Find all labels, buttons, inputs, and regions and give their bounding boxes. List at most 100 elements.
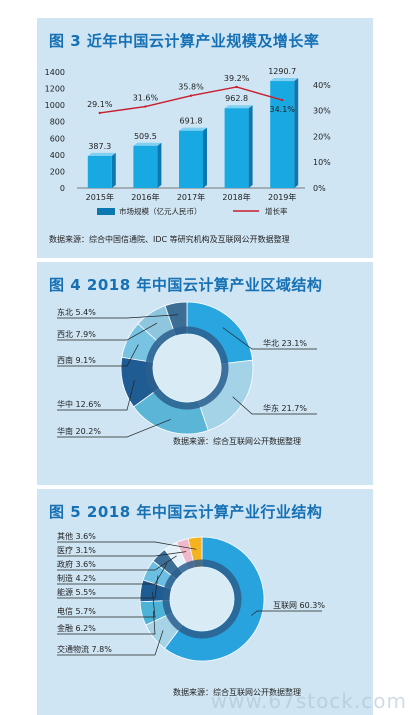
growth-rate-point [144, 105, 147, 108]
bar-top [87, 152, 116, 156]
bar [87, 155, 112, 188]
slice-label: 西南 9.1% [57, 355, 96, 365]
figure3-chart: 0 200 400 600 800 1000 1200 1400 0% 10% 20% 30% 40% 3… [45, 67, 332, 216]
growth-rate-point [235, 85, 238, 89]
bar-side [203, 127, 207, 188]
y2-tick-label: 40% [313, 81, 331, 90]
growth-rate-point [189, 94, 193, 97]
slice-label: 华南 20.2% [57, 426, 101, 436]
donut-inner-ring [162, 559, 242, 639]
leader-line [57, 610, 156, 635]
slice-label: 其他 3.6% [57, 531, 96, 541]
y-tick-label: 1200 [45, 85, 65, 94]
y2-tick-label: 0% [313, 184, 326, 193]
bar [224, 108, 249, 188]
y2-tick-label: 30% [313, 107, 331, 116]
figure5-title: 图 5 2018 年中国云计算产业行业结构 [49, 503, 323, 521]
leader-line [57, 592, 156, 618]
leader-line [57, 419, 171, 438]
x-tick-label: 2017年 [177, 192, 205, 202]
bar-side [111, 152, 116, 188]
legend-bar-swatch [97, 208, 115, 215]
y-tick-label: 1000 [45, 101, 65, 110]
line-data-label: 31.6% [133, 94, 159, 103]
x-tick-label: 2019年 [268, 192, 296, 202]
bar-side [248, 105, 253, 188]
growth-rate-point [98, 111, 101, 115]
legend-bar-label: 市场规模（亿元人民币） [119, 206, 202, 216]
y-tick-label: 800 [50, 118, 65, 127]
bar-side [294, 78, 299, 188]
y-tick-label: 200 [50, 167, 65, 176]
bar [270, 81, 295, 188]
slice-label: 华北 23.1% [263, 338, 307, 348]
slice-label: 交通物流 7.8% [57, 644, 112, 654]
figure3-title: 图 3 近年中国云计算产业规模及增长率 [49, 32, 320, 50]
y2-tick-label: 10% [313, 158, 331, 167]
figure5-chart: 互联网 60.3% 其他 3.6% 医疗 3.1% 政府 3.6% 制造 4.2% 能源 … [57, 531, 325, 662]
leader-line [57, 344, 139, 367]
leader-line [57, 575, 159, 599]
figure3-source: 数据来源：综合中国信通院、IDC 等研究机构及互联网公开数据整理 [49, 235, 290, 244]
figure4-title: 图 4 2018 年中国云计算产业区域结构 [49, 276, 323, 294]
slice-label: 能源 5.5% [57, 587, 96, 597]
leader-line [57, 555, 177, 571]
y2-tick-label: 20% [313, 132, 331, 141]
slice-label: 西北 7.9% [57, 330, 96, 339]
slice-label: 金融 6.2% [57, 623, 96, 633]
bar-side [157, 142, 162, 188]
slice-label: 华中 12.6% [57, 399, 101, 409]
line-data-label: 29.1% [87, 100, 113, 109]
slice-label: 互联网 60.3% [273, 601, 325, 610]
donut-inner-ring [145, 326, 229, 410]
slice-label: 华东 21.7% [263, 403, 307, 413]
bar-data-label: 962.8 [225, 94, 248, 103]
figure4-chart: 华北 23.1% 华东 21.7% 东北 5.4% 西北 7.9% 西南 9.1% 华中 … [57, 301, 317, 438]
bar-data-label: 509.5 [134, 132, 157, 141]
leader-line [57, 541, 197, 550]
watermark: www.67stock.com [210, 689, 407, 713]
y-tick-label: 600 [50, 134, 65, 143]
figure5-source: 数据来源：综合互联网公开数据整理 [173, 688, 301, 697]
leader-line [57, 551, 187, 557]
separator [37, 260, 373, 262]
leader-line [57, 563, 168, 585]
figure5-panel: 图 5 2018 年中国云计算产业行业结构 互联网 60.3% 其他 3.6% 医疗… [37, 489, 373, 715]
donut-hole [170, 567, 234, 631]
legend-line-label: 增长率 [265, 206, 288, 216]
x-tick-label: 2015年 [86, 192, 114, 202]
slice-label: 东北 5.4% [57, 307, 96, 317]
slice-label: 制造 4.2% [57, 573, 96, 583]
y-tick-label: 0 [60, 184, 65, 193]
bar-top [133, 142, 162, 146]
y-tick-label: 400 [50, 151, 65, 160]
slice-label: 电信 5.7% [57, 606, 96, 616]
slice-label: 医疗 3.1% [57, 545, 96, 555]
bar-data-label: 1290.7 [268, 67, 296, 76]
leader-line [222, 327, 317, 350]
line-data-label: 39.2% [224, 74, 250, 83]
bar-top [179, 127, 207, 131]
bar-data-label: 691.8 [180, 117, 203, 126]
line-data-label: 35.8% [178, 83, 204, 92]
leader-line [57, 380, 135, 411]
y-tick-label: 1400 [45, 68, 65, 77]
x-tick-label: 2016年 [131, 192, 159, 202]
growth-rate-point [281, 98, 284, 102]
leader-line [232, 396, 317, 415]
leader-line [57, 314, 178, 319]
bar [179, 130, 203, 188]
slice-label: 政府 3.6% [57, 559, 96, 569]
leader-line [57, 630, 164, 656]
figure4-source: 数据来源：综合互联网公开数据整理 [173, 437, 301, 446]
separator [37, 487, 373, 489]
bar-top [270, 78, 299, 82]
x-tick-label: 2018年 [222, 192, 250, 202]
leader-line [57, 322, 158, 341]
bar [133, 145, 158, 188]
line-data-label: 34.1% [269, 105, 295, 114]
bar-top [224, 105, 253, 109]
leader-line [251, 610, 322, 616]
bar-data-label: 387.3 [88, 142, 111, 151]
donut-hole [153, 334, 221, 402]
